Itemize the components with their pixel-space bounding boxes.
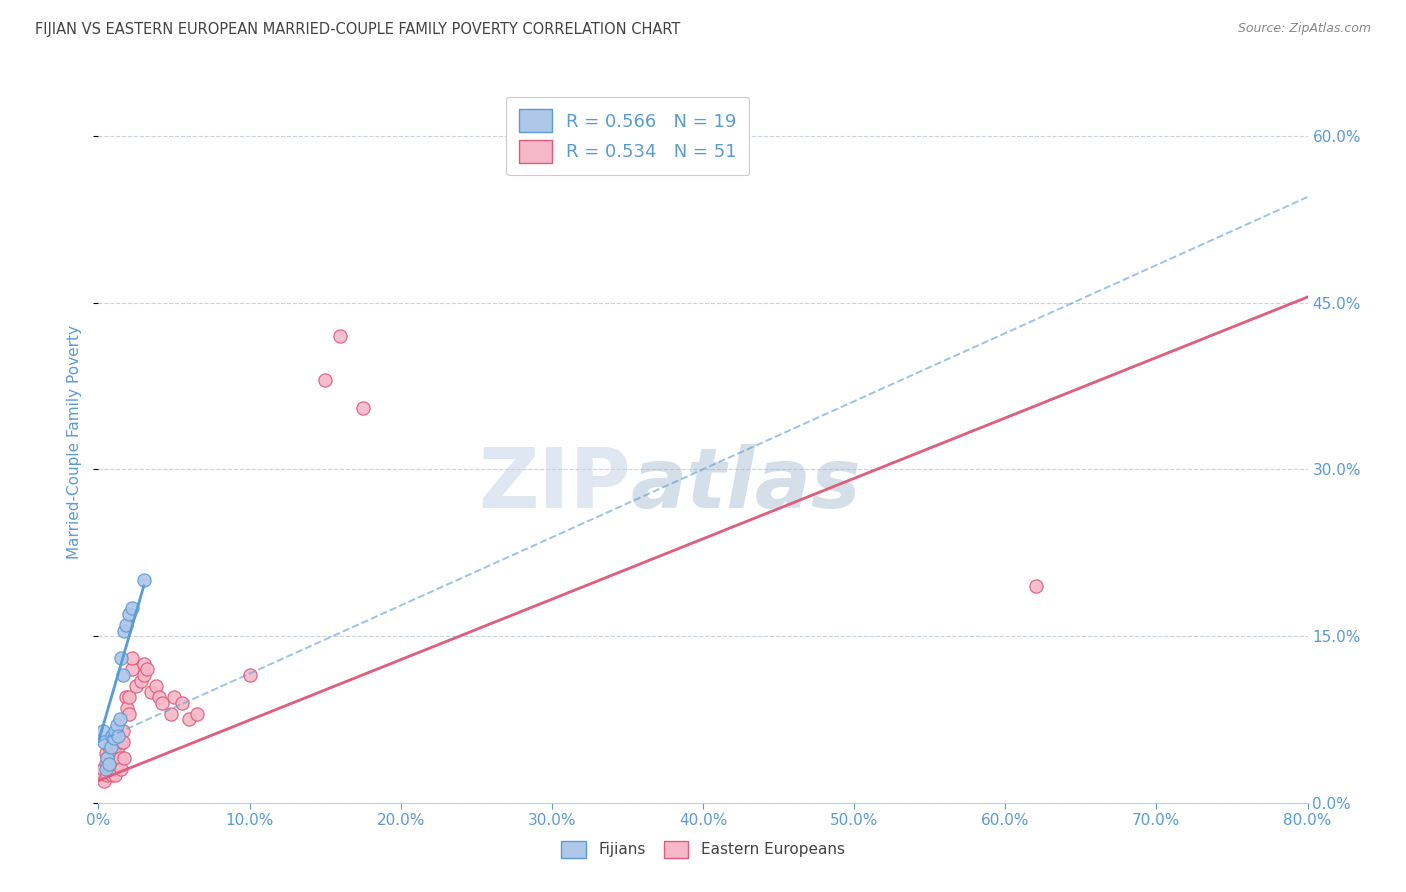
Point [108, 751, 131, 765]
Point [118, 706, 141, 721]
Point [114, 618, 136, 632]
Point [112, 624, 135, 638]
Point [104, 723, 127, 738]
Point [108, 713, 131, 727]
Point [105, 729, 128, 743]
Point [112, 751, 135, 765]
Point [115, 701, 138, 715]
Point [110, 763, 132, 777]
Point [98, 756, 121, 771]
Point [111, 668, 134, 682]
Point [186, 706, 208, 721]
Point [129, 673, 152, 688]
Point [101, 729, 124, 743]
Point [135, 662, 157, 676]
Point [121, 662, 143, 676]
Point [104, 768, 127, 782]
Point [329, 329, 352, 343]
Point [91, 763, 114, 777]
Point [1024, 579, 1046, 593]
Point [160, 706, 183, 721]
Point [93, 773, 115, 788]
Text: ZIP: ZIP [478, 444, 630, 525]
Y-axis label: Married-Couple Family Poverty: Married-Couple Family Poverty [67, 325, 83, 558]
Point [93, 734, 115, 748]
Point [103, 763, 125, 777]
Point [132, 668, 155, 682]
Point [98, 740, 121, 755]
Point [118, 607, 141, 621]
Point [352, 401, 374, 416]
Point [132, 574, 155, 588]
Point [100, 740, 122, 755]
Point [110, 734, 132, 748]
Point [125, 679, 148, 693]
Point [314, 373, 336, 387]
Point [90, 768, 112, 782]
Point [96, 768, 118, 782]
Point [141, 684, 163, 698]
Point [94, 763, 117, 777]
Point [96, 751, 118, 765]
Point [105, 756, 128, 771]
Text: Source: ZipAtlas.com: Source: ZipAtlas.com [1237, 22, 1371, 36]
Point [110, 651, 132, 665]
Point [150, 696, 173, 710]
Legend: Fijians, Eastern Europeans: Fijians, Eastern Europeans [555, 835, 851, 863]
Point [107, 729, 129, 743]
Point [121, 601, 143, 615]
Point [111, 734, 134, 748]
Point [103, 734, 125, 748]
Point [100, 756, 122, 771]
Point [101, 751, 124, 765]
Text: atlas: atlas [630, 444, 860, 525]
Point [148, 690, 170, 705]
Point [100, 729, 122, 743]
Point [114, 690, 136, 705]
Point [98, 763, 121, 777]
Point [121, 651, 143, 665]
Point [105, 718, 128, 732]
Point [170, 696, 193, 710]
Point [96, 751, 118, 765]
Point [118, 690, 141, 705]
Point [101, 768, 124, 782]
Point [145, 679, 167, 693]
Point [103, 731, 125, 746]
Point [179, 713, 201, 727]
Point [132, 657, 155, 671]
Point [107, 740, 129, 755]
Point [239, 668, 262, 682]
Point [163, 690, 186, 705]
Text: FIJIAN VS EASTERN EUROPEAN MARRIED-COUPLE FAMILY POVERTY CORRELATION CHART: FIJIAN VS EASTERN EUROPEAN MARRIED-COUPL… [35, 22, 681, 37]
Point [111, 723, 134, 738]
Point [104, 746, 127, 760]
Point [91, 723, 114, 738]
Point [94, 756, 117, 771]
Point [94, 746, 117, 760]
